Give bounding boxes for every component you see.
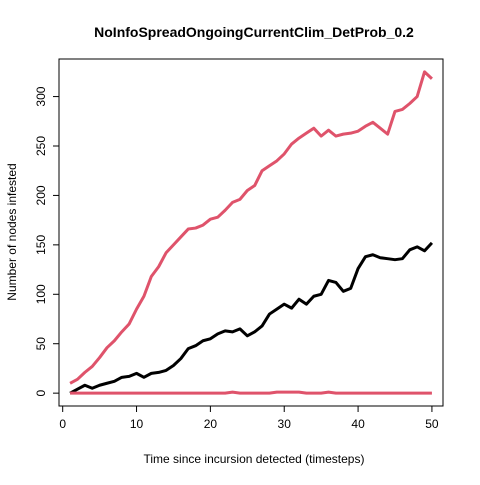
x-tick-label: 50	[425, 417, 439, 431]
x-tick-label: 10	[130, 417, 144, 431]
y-tick-label: 300	[34, 86, 48, 106]
y-tick-label: 50	[34, 337, 48, 351]
x-axis: 0 10 20 30 40 50	[59, 406, 439, 431]
series-line-3	[70, 390, 432, 395]
y-axis: 0 50 100 150 200 250 300	[34, 86, 59, 396]
y-axis-label: Number of nodes infested	[5, 163, 19, 300]
x-tick-label: 30	[278, 417, 292, 431]
y-tick-label: 0	[34, 389, 48, 396]
y-tick-label: 200	[34, 185, 48, 205]
x-tick-label: 40	[351, 417, 365, 431]
y-tick-label: 150	[34, 235, 48, 255]
series-layer	[69, 70, 434, 395]
x-tick-label: 20	[204, 417, 218, 431]
series-line-2	[69, 241, 434, 395]
x-axis-label: Time since incursion detected (timesteps…	[144, 452, 365, 466]
x-tick-label: 0	[59, 417, 66, 431]
y-tick-label: 250	[34, 136, 48, 156]
chart-title: NoInfoSpreadOngoingCurrentClim_DetProb_0…	[94, 24, 414, 40]
series-line-1	[69, 70, 433, 385]
plot-frame	[58, 58, 444, 407]
y-tick-label: 100	[34, 284, 48, 304]
